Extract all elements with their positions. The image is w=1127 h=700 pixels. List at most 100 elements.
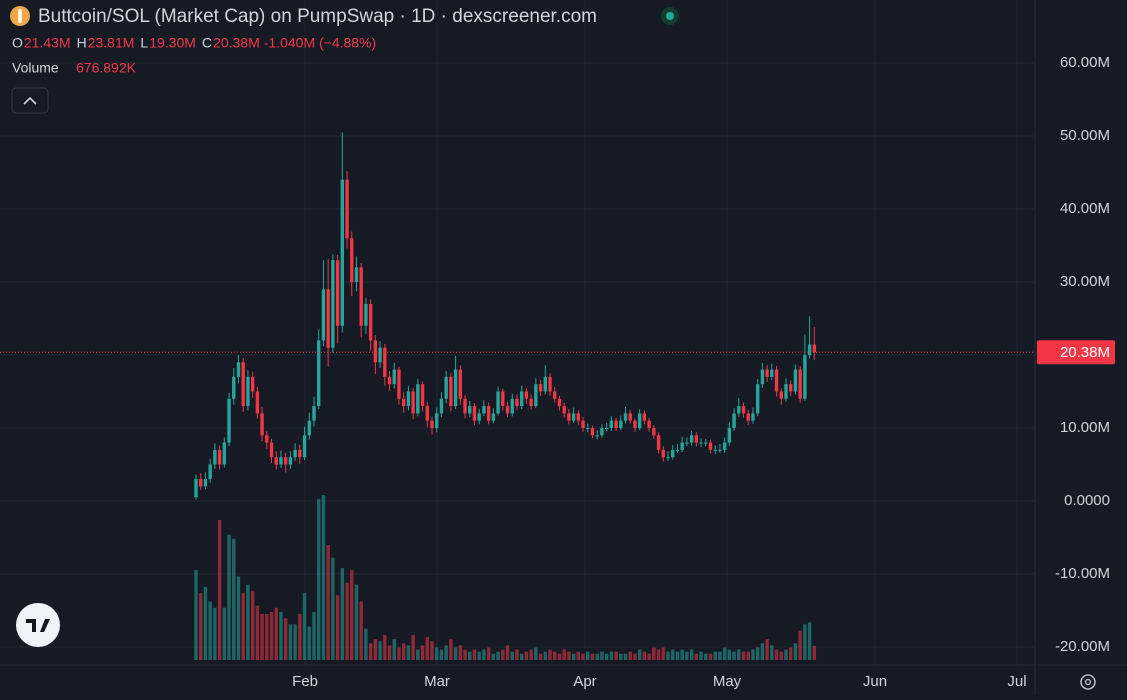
ohlc-legend: O 21.43M H 23.81M L 19.30M C 20.38M -1.040M (−4.…: [12, 35, 376, 51]
candle-body: [534, 384, 538, 407]
settings-icon[interactable]: [1080, 674, 1096, 690]
volume-bar: [246, 584, 250, 660]
volume-bar: [765, 639, 769, 660]
volume-bar: [685, 651, 689, 660]
volume-layer: [194, 495, 817, 660]
volume-bar: [208, 601, 212, 660]
candle-body: [449, 376, 453, 407]
candle-body: [704, 442, 708, 444]
volume-bar: [779, 651, 783, 660]
volume-bar: [595, 653, 599, 660]
grid: [0, 0, 1035, 665]
volume-bar: [449, 639, 453, 660]
volume-bar: [590, 653, 595, 660]
candle-body: [727, 427, 732, 443]
candle-body: [784, 384, 788, 399]
volume-bar: [430, 641, 434, 660]
volume-bar: [604, 653, 609, 660]
candle-body: [548, 376, 552, 392]
volume-bar: [217, 520, 222, 660]
candle-body: [435, 413, 439, 428]
candle-body: [411, 391, 415, 414]
volume-bar: [671, 649, 675, 660]
volume-bar: [571, 653, 576, 660]
volume-bar: [279, 611, 283, 660]
volume-bar: [364, 628, 368, 660]
candle-body: [255, 391, 260, 414]
volume-bar: [232, 538, 236, 660]
volume-bar: [798, 630, 802, 660]
candle-body: [199, 479, 203, 487]
volume-bar: [260, 614, 264, 660]
candle-body: [803, 354, 807, 399]
volume-bar: [699, 651, 703, 660]
candle-body: [789, 384, 793, 392]
legend-value: 23.81M: [88, 35, 135, 51]
volume-bar: [704, 653, 708, 660]
volume-bar: [359, 601, 363, 660]
volume-bar: [496, 651, 500, 660]
volume-bar: [222, 607, 227, 660]
candle-body: [307, 420, 311, 436]
candle-body: [463, 398, 467, 414]
candle-body: [529, 398, 533, 407]
candle-body: [647, 420, 651, 428]
candle-body: [722, 442, 727, 450]
volume-bar: [789, 647, 793, 660]
status-dot: [666, 12, 674, 20]
candle-body: [430, 420, 434, 428]
candle-body: [491, 413, 496, 421]
candle-body: [194, 479, 198, 498]
volume-bar: [383, 634, 387, 660]
volume-bar: [760, 643, 765, 660]
candle-body: [746, 413, 750, 421]
volume-bar: [236, 576, 241, 660]
candle-layer: [194, 132, 817, 500]
volume-bar: [378, 641, 382, 660]
candle-body: [798, 369, 802, 399]
candle-body: [694, 435, 699, 443]
volume-bar: [288, 624, 293, 660]
candle-body: [236, 362, 241, 377]
x-tick-label: Feb: [292, 673, 318, 690]
volume-bar: [255, 605, 260, 660]
candle-body: [378, 347, 382, 363]
volume-bar: [350, 570, 354, 660]
candle-body: [260, 413, 264, 436]
y-tick-label: 60.00M: [1060, 54, 1110, 71]
candle-body: [609, 420, 614, 428]
candle-body: [283, 457, 288, 465]
candle-body: [571, 413, 576, 421]
candle-body: [543, 376, 547, 392]
volume-bar: [633, 653, 637, 660]
candle-body: [708, 442, 713, 450]
candle-body: [604, 427, 609, 429]
volume-bar: [317, 499, 321, 660]
candle-body: [401, 398, 406, 407]
x-tick-label: Mar: [424, 673, 450, 690]
volume-bar: [774, 649, 779, 660]
volume-bar: [553, 651, 557, 660]
candle-body: [567, 413, 571, 421]
volume-bar: [642, 651, 647, 660]
candle-body: [331, 260, 335, 348]
tradingview-logo[interactable]: [16, 603, 60, 647]
collapse-button[interactable]: [11, 87, 49, 114]
candle-body: [246, 376, 250, 407]
candle-body: [293, 449, 297, 458]
candle-body: [581, 420, 585, 428]
candle-body: [279, 457, 283, 465]
legend-key: L: [140, 35, 148, 51]
candle-body: [628, 413, 632, 421]
candle-body: [222, 442, 227, 465]
candle-body: [482, 406, 486, 414]
candle-body: [406, 391, 411, 407]
volume-bar: [562, 649, 566, 660]
volume-bar: [689, 649, 694, 660]
volume-bar: [491, 653, 496, 660]
candle-body: [420, 384, 425, 407]
candle-body: [633, 420, 637, 428]
candle-body: [755, 384, 760, 414]
candle-body: [765, 369, 769, 377]
